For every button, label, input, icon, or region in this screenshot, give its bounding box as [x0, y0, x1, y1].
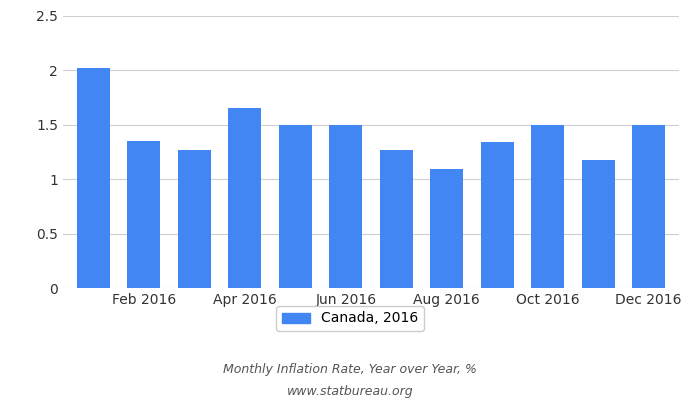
Bar — [77, 68, 110, 288]
Bar — [279, 125, 312, 288]
Bar — [430, 170, 463, 288]
Bar — [481, 142, 514, 288]
Bar — [380, 150, 413, 288]
Bar — [127, 141, 160, 288]
Legend: Canada, 2016: Canada, 2016 — [276, 306, 424, 331]
Bar — [228, 108, 261, 288]
Bar — [531, 125, 564, 288]
Bar — [329, 125, 362, 288]
Bar — [178, 150, 211, 288]
Bar — [582, 160, 615, 288]
Bar — [632, 125, 665, 288]
Text: www.statbureau.org: www.statbureau.org — [287, 385, 413, 398]
Text: Monthly Inflation Rate, Year over Year, %: Monthly Inflation Rate, Year over Year, … — [223, 364, 477, 376]
